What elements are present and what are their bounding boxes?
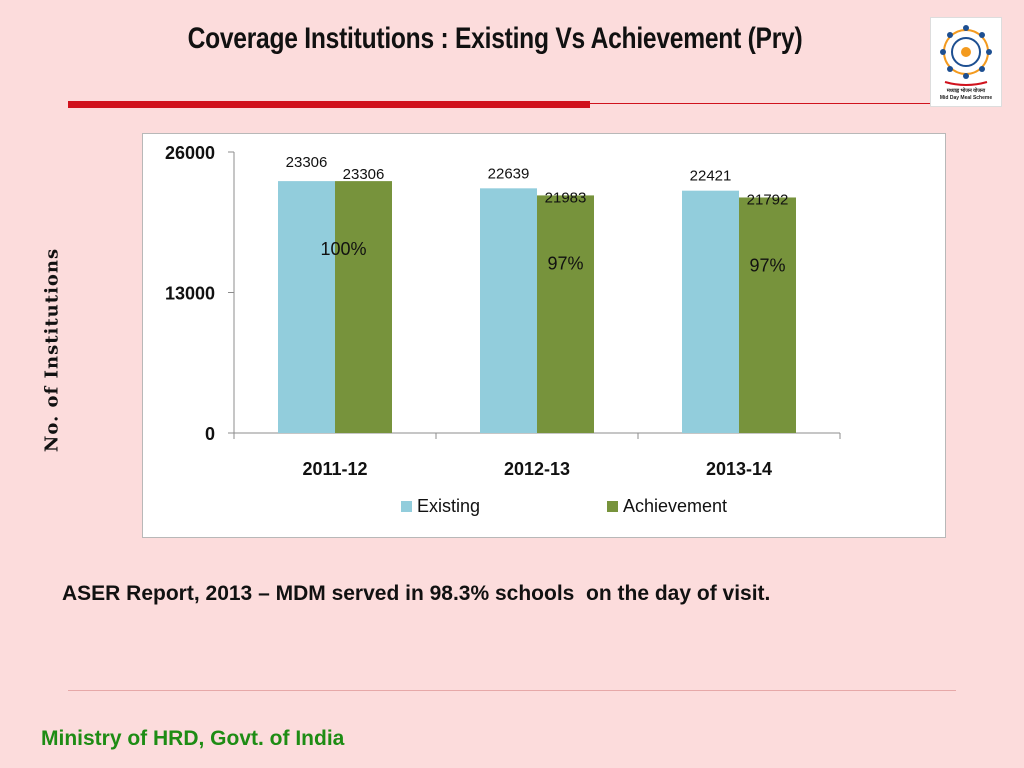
logo-emblem-icon bbox=[940, 25, 992, 86]
bar-achievement bbox=[335, 181, 392, 433]
data-label-existing: 22639 bbox=[488, 165, 530, 182]
legend-label-existing: Existing bbox=[417, 496, 480, 516]
legend-label-achievement: Achievement bbox=[623, 496, 727, 516]
bar-existing bbox=[682, 190, 739, 433]
legend-swatch-existing bbox=[401, 501, 412, 512]
chart-canvas: 0 13000 26000 2011-12 23306 23306 100% 2012-13 2… bbox=[165, 143, 841, 516]
percent-annotation: 100% bbox=[320, 239, 366, 259]
x-tick-label: 2013-14 bbox=[706, 459, 772, 479]
bar-existing bbox=[278, 181, 335, 433]
y-tick-label: 0 bbox=[205, 424, 215, 444]
bar-achievement bbox=[739, 197, 796, 433]
percent-annotation: 97% bbox=[749, 255, 785, 275]
data-label-achievement: 21792 bbox=[747, 191, 789, 208]
data-label-achievement: 23306 bbox=[343, 166, 385, 183]
data-label-achievement: 21983 bbox=[545, 189, 587, 206]
data-label-existing: 23306 bbox=[286, 154, 328, 171]
x-tick-label: 2011-12 bbox=[302, 459, 367, 479]
percent-annotation: 97% bbox=[547, 253, 583, 273]
y-tick-label: 26000 bbox=[165, 143, 215, 163]
slide-title: Coverage Institutions : Existing Vs Achi… bbox=[187, 22, 803, 55]
footer-divider bbox=[68, 690, 956, 691]
y-axis-title: No. of Institutions bbox=[41, 247, 63, 453]
mid-day-meal-logo: मध्याह्न भोजन योजना Mid Day Meal Scheme bbox=[930, 17, 1002, 107]
data-label-existing: 22421 bbox=[690, 168, 732, 185]
footnote-text: ASER Report, 2013 – MDM served in 98.3% … bbox=[62, 582, 771, 605]
footer-ministry: Ministry of HRD, Govt. of India bbox=[41, 727, 345, 750]
bar-achievement bbox=[537, 195, 594, 433]
title-underline-thick bbox=[68, 101, 590, 108]
legend-swatch-achievement bbox=[607, 501, 618, 512]
logo-caption: Mid Day Meal Scheme bbox=[939, 95, 993, 101]
y-tick-label: 13000 bbox=[165, 284, 215, 304]
bar-existing bbox=[480, 188, 537, 433]
title-underline-thin bbox=[590, 103, 956, 104]
bar-chart: 0 13000 26000 2011-12 23306 23306 100% 2012-13 2… bbox=[142, 133, 946, 538]
x-tick-label: 2012-13 bbox=[504, 459, 570, 479]
logo-caption-hindi: मध्याह्न भोजन योजना bbox=[946, 88, 986, 94]
